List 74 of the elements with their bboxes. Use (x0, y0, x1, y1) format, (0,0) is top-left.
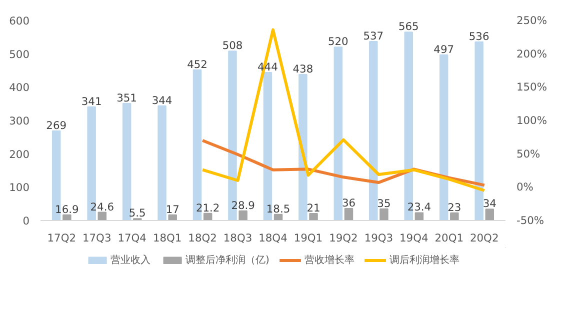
y2-tick-label: 100% (516, 114, 547, 127)
y-tick-label: 100 (9, 181, 30, 194)
bar (203, 212, 212, 220)
data-label: 269 (46, 118, 67, 132)
x-tick-label: 19Q4 (400, 232, 428, 244)
x-tick-label: 19Q1 (294, 232, 323, 244)
x-tick-label: 18Q3 (223, 232, 252, 244)
data-label: 351 (116, 92, 137, 104)
bar (439, 54, 448, 220)
data-label: 36 (342, 196, 356, 210)
data-label: 18.5 (266, 202, 290, 216)
bar (334, 46, 343, 220)
data-label: 16.9 (55, 202, 80, 216)
y-tick-label: 500 (9, 48, 30, 61)
data-label: 341 (81, 94, 102, 108)
y-tick-label: 0 (22, 214, 30, 228)
data-label: 28.9 (231, 198, 256, 212)
bar (98, 212, 107, 220)
data-label: 565 (398, 20, 419, 34)
x-tick-label: 17Q2 (47, 232, 76, 244)
x-tick-label: 20Q2 (470, 232, 499, 244)
x-tick-label: 17Q3 (82, 232, 112, 244)
bar (168, 214, 177, 220)
data-label: 35 (377, 196, 391, 210)
bar (450, 212, 459, 220)
data-label: 23 (448, 200, 462, 214)
bar (380, 208, 388, 220)
data-label: 17 (166, 202, 180, 216)
y-tick-label: 600 (9, 14, 30, 28)
bar (238, 210, 248, 220)
bar (344, 208, 354, 220)
data-label: 23.4 (407, 200, 432, 214)
bar (369, 41, 378, 220)
x-tick-label: 20Q1 (434, 232, 464, 244)
bar (158, 105, 166, 220)
data-label: 21 (306, 202, 320, 214)
x-tick-label: 18Q4 (258, 232, 288, 244)
data-label: 537 (363, 30, 384, 42)
bar (309, 213, 318, 220)
y2-tick-label: 250% (516, 14, 547, 27)
bar (62, 214, 72, 220)
legend-label: 营收增长率 (304, 254, 354, 267)
data-label: 497 (434, 42, 454, 56)
y-tick-label: 200 (9, 148, 30, 161)
data-label: 452 (187, 58, 208, 71)
y2-tick-label: 200% (516, 47, 547, 60)
legend-label: 营业收入 (110, 254, 151, 267)
data-label: 34 (482, 197, 497, 210)
data-label: 5.5 (128, 206, 146, 220)
data-label: 24.6 (90, 200, 114, 214)
legend-label: 调后利润增长率 (389, 254, 460, 267)
legend-label: 调整后净利润（亿) (186, 254, 270, 267)
bar (414, 212, 424, 220)
y2-tick-label: 150% (516, 80, 547, 94)
bar (122, 103, 132, 220)
x-tick-label: 17Q4 (118, 232, 147, 244)
bar (485, 208, 494, 220)
y2-tick-label: 0% (516, 180, 534, 194)
data-label: 438 (292, 62, 314, 76)
data-label: 508 (222, 39, 243, 52)
y-tick-label: 400 (9, 81, 30, 94)
data-label: 536 (468, 30, 490, 43)
bar (474, 41, 484, 220)
x-tick-label: 19Q3 (364, 232, 394, 244)
x-tick-label: 18Q1 (152, 232, 182, 244)
bar (298, 74, 308, 220)
data-label: 520 (328, 35, 349, 48)
y-tick-label: 300 (9, 114, 30, 128)
x-tick-label: 19Q2 (329, 232, 358, 244)
y2-tick-label: 50% (516, 147, 540, 160)
x-tick-label: 18Q2 (188, 232, 217, 244)
data-label: 344 (152, 94, 172, 107)
y2-tick-label: -50% (516, 214, 544, 227)
data-label: 21.2 (196, 201, 220, 214)
